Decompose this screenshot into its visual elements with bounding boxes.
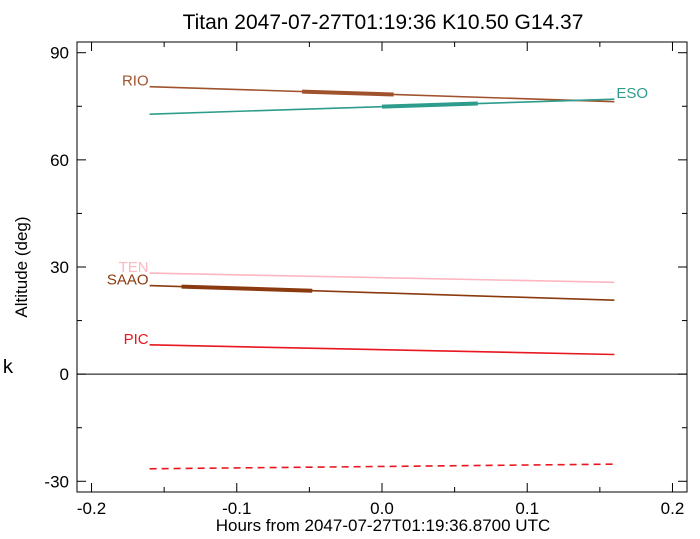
series-highlight-eso — [381, 101, 478, 109]
chart-title: Titan 2047-07-27T01:19:36 K10.50 G14.37 — [183, 11, 584, 34]
series-label-ten: TEN — [119, 259, 149, 276]
side-mark: k — [2, 356, 14, 378]
x-axis-title: Hours from 2047-07-27T01:19:36.8700 UTC — [216, 516, 551, 535]
y-tick-label: 0 — [60, 365, 69, 384]
plot-frame — [76, 41, 688, 493]
series-line-pic — [149, 344, 615, 356]
series-highlight-saao — [181, 284, 313, 293]
series-label-eso: ESO — [616, 85, 648, 102]
series-highlight-rio — [302, 89, 394, 97]
series-line-dashed — [149, 463, 615, 470]
y-tick-label: 30 — [50, 258, 69, 277]
series-label-pic: PIC — [124, 331, 149, 348]
series-label-saao: SAAO — [107, 272, 149, 289]
series-line-ten — [149, 272, 615, 284]
x-tick-label: -0.1 — [222, 499, 251, 518]
x-axis: -0.2 -0.1 0.0 0.1 0.2 — [77, 42, 684, 518]
x-tick-label: 0.1 — [515, 499, 539, 518]
x-tick-label: 0.0 — [370, 499, 394, 518]
x-tick-label: 0.2 — [661, 499, 685, 518]
y-tick-label: 90 — [50, 44, 69, 63]
series-label-rio: RIO — [122, 73, 149, 90]
y-tick-label: -30 — [44, 472, 69, 491]
x-tick-label: -0.2 — [77, 499, 106, 518]
y-tick-label: 60 — [50, 151, 69, 170]
y-axis-title: Altitude (deg) — [12, 216, 31, 317]
y-axis: -30 0 30 60 90 — [44, 44, 687, 491]
